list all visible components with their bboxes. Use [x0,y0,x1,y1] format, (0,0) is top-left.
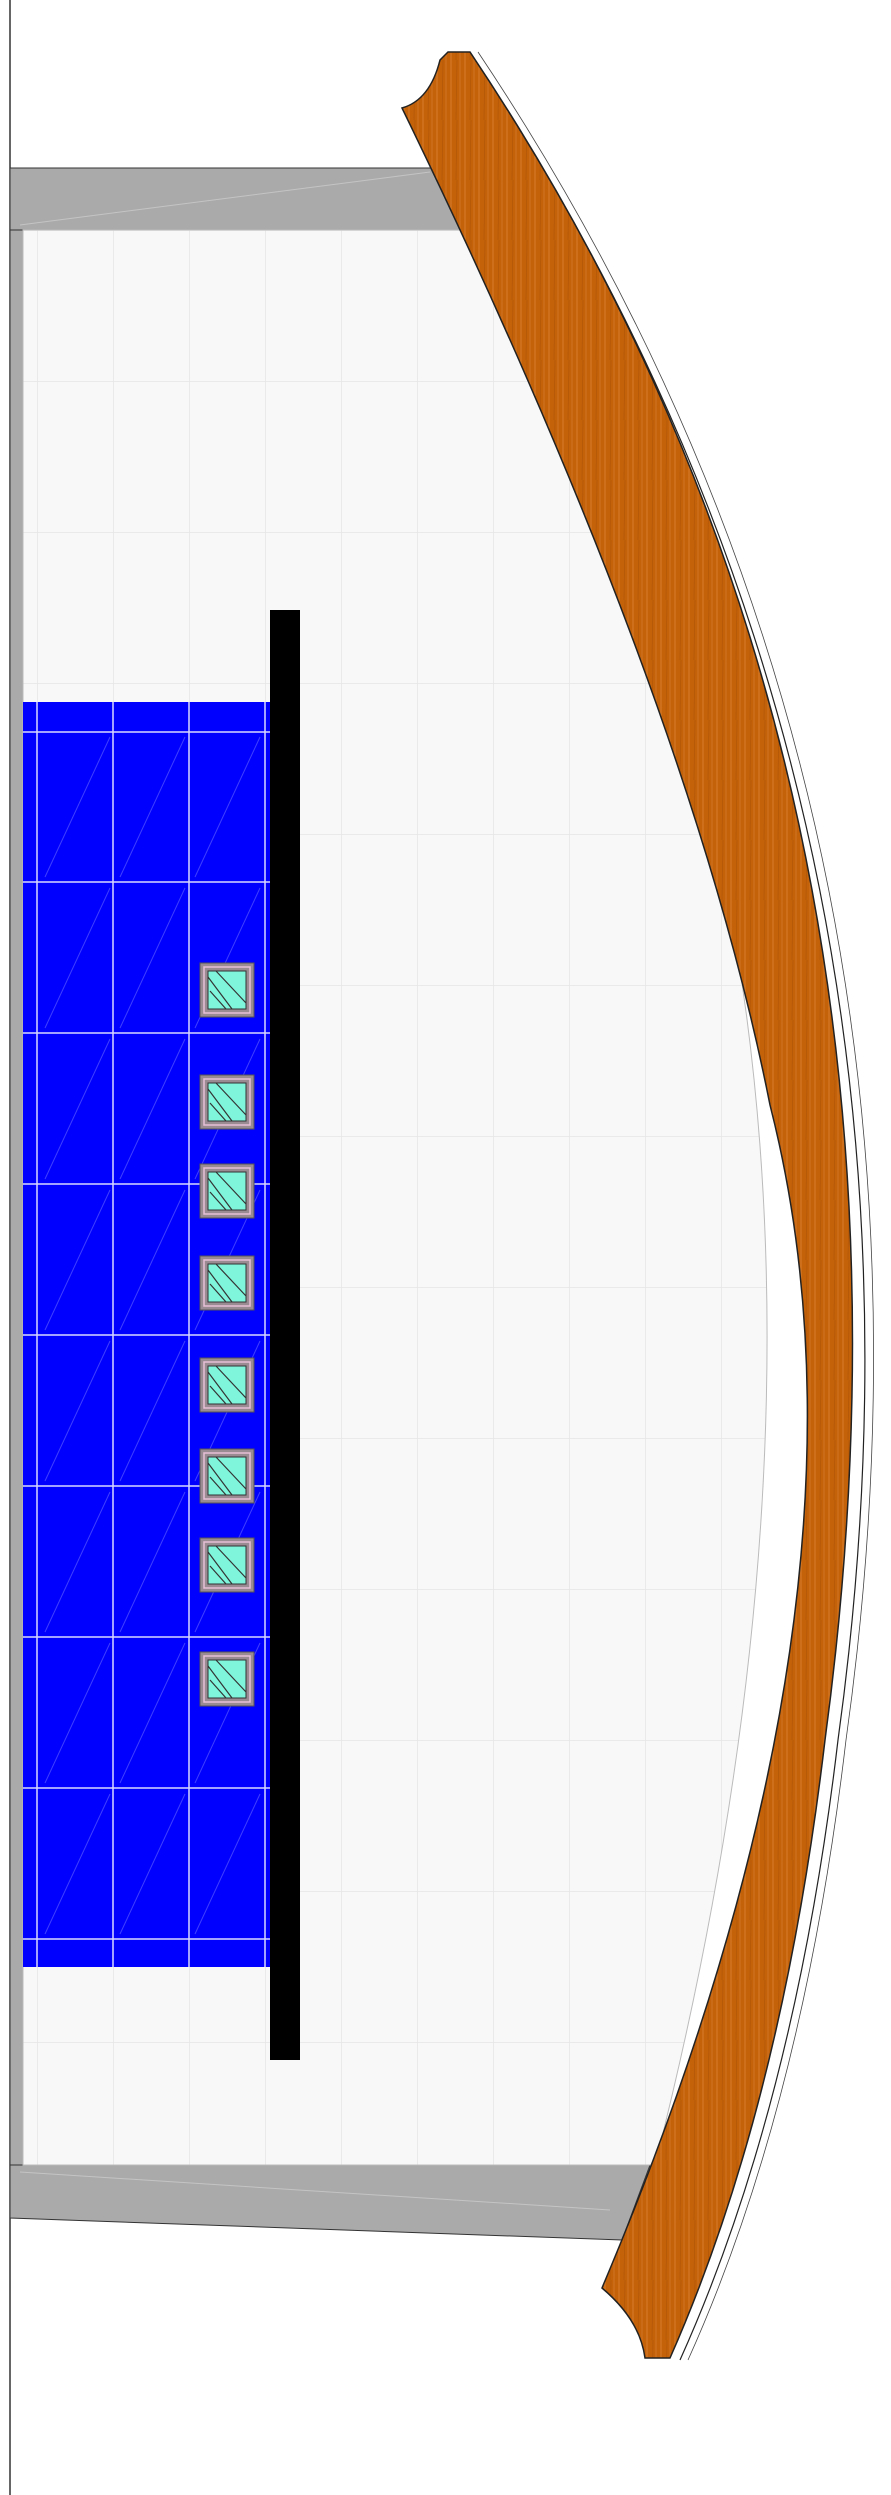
wall-glare-line [119,1340,186,1482]
top-frame [9,167,476,231]
wall-glare-line [194,736,261,878]
wall-glare-line [44,1642,111,1784]
window-icon [199,1537,255,1593]
wall-glare-line [119,1642,186,1784]
wall-glare-line [44,1491,111,1633]
bench-outer-edge [469,51,866,2361]
wall-glare-line [44,1793,111,1935]
blue-wall-panel [23,702,270,1967]
wall-glare-line [44,887,111,1029]
window-icon [199,1651,255,1707]
left-frame-strip [9,229,24,2166]
wall-glare-line [119,1189,186,1331]
wall-grid [23,702,270,1967]
wall-glare-line [44,736,111,878]
window-icon [199,1255,255,1311]
bench-outer-edge-2 [477,51,874,2361]
wall-glare-line [44,1340,111,1482]
window-icon [199,1357,255,1413]
bottom-frame [9,2164,651,2241]
top-frame-hairline [19,171,431,226]
window-icon [199,1163,255,1219]
wall-glare-line [119,1793,186,1935]
wall-glare-line [119,887,186,1029]
black-bar [270,610,300,2060]
wall-glare-line [44,1189,111,1331]
bottom-frame-hairline [19,2171,611,2211]
window-icon [199,1074,255,1130]
window-icon [199,962,255,1018]
wall-glare-line [119,1491,186,1633]
wall-glare-line [119,736,186,878]
wall-glare-line [44,1038,111,1180]
window-group [199,962,255,1707]
wall-glare-line [119,1038,186,1180]
wall-glare-line [194,1793,261,1935]
wooden-bench [400,51,854,2359]
window-icon [199,1448,255,1504]
